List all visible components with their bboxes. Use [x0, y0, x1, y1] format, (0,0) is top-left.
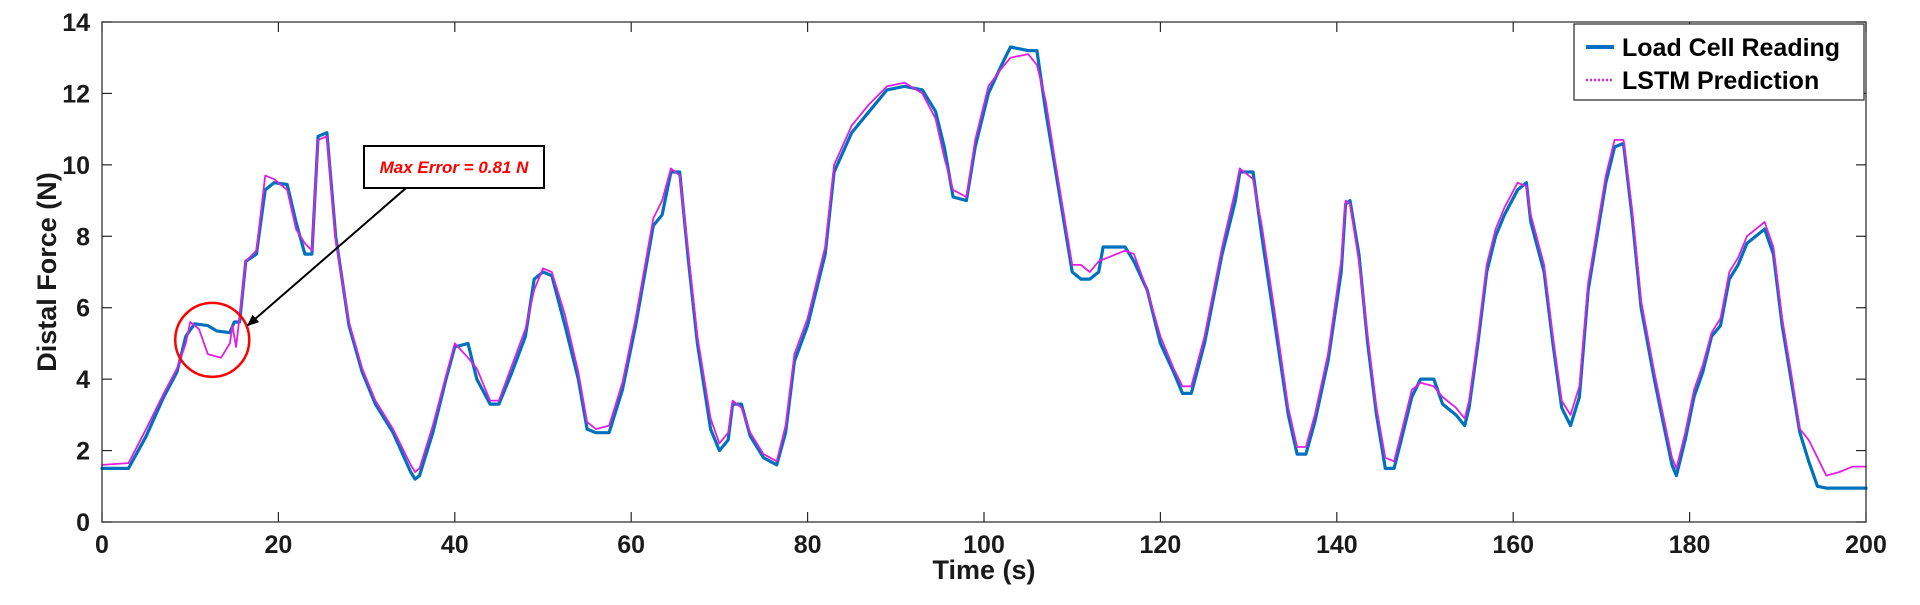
x-tick-label: 140 [1316, 531, 1358, 559]
x-tick-label: 60 [617, 531, 645, 559]
y-tick-label: 14 [62, 9, 90, 37]
annotation-layer: Max Error = 0.81 N [174, 145, 545, 379]
y-tick-label: 8 [76, 223, 90, 251]
x-tick-label: 120 [1140, 531, 1182, 559]
series-layer [100, 45, 1868, 490]
x-tick-label: 20 [264, 531, 292, 559]
series-line-lstm-prediction [101, 53, 1867, 477]
x-tick-label: 80 [794, 531, 822, 559]
legend-box [1573, 23, 1865, 101]
y-tick-label: 10 [62, 152, 90, 180]
annotation-arrow [246, 164, 434, 327]
legend-label-lstm: LSTM Prediction [1622, 67, 1819, 95]
annotation-text: Max Error = 0.81 N [380, 158, 530, 177]
legend-label-load-cell: Load Cell Reading [1622, 34, 1840, 62]
legend: Load Cell Reading LSTM Prediction [1573, 23, 1865, 101]
x-tick-label: 180 [1669, 531, 1711, 559]
y-tick-label: 2 [76, 438, 90, 466]
x-tick-label: 0 [95, 531, 109, 559]
x-axis-label: Time (s) [932, 555, 1035, 585]
x-axis: 0 20 40 60 80 100 120 140 160 180 200 [95, 22, 1887, 559]
y-tick-label: 12 [62, 80, 90, 108]
annotation-box [363, 145, 545, 189]
y-axis: 0 2 4 6 8 10 12 14 [62, 9, 1866, 537]
x-tick-label: 200 [1845, 531, 1887, 559]
x-tick-label: 160 [1492, 531, 1534, 559]
max-error-circle [174, 301, 251, 379]
x-tick-label: 40 [441, 531, 469, 559]
y-tick-label: 0 [76, 509, 90, 537]
y-tick-label: 6 [76, 295, 90, 323]
y-axis-label: Distal Force (N) [32, 172, 62, 372]
y-tick-label: 4 [76, 366, 90, 394]
x-tick-label: 100 [963, 531, 1005, 559]
